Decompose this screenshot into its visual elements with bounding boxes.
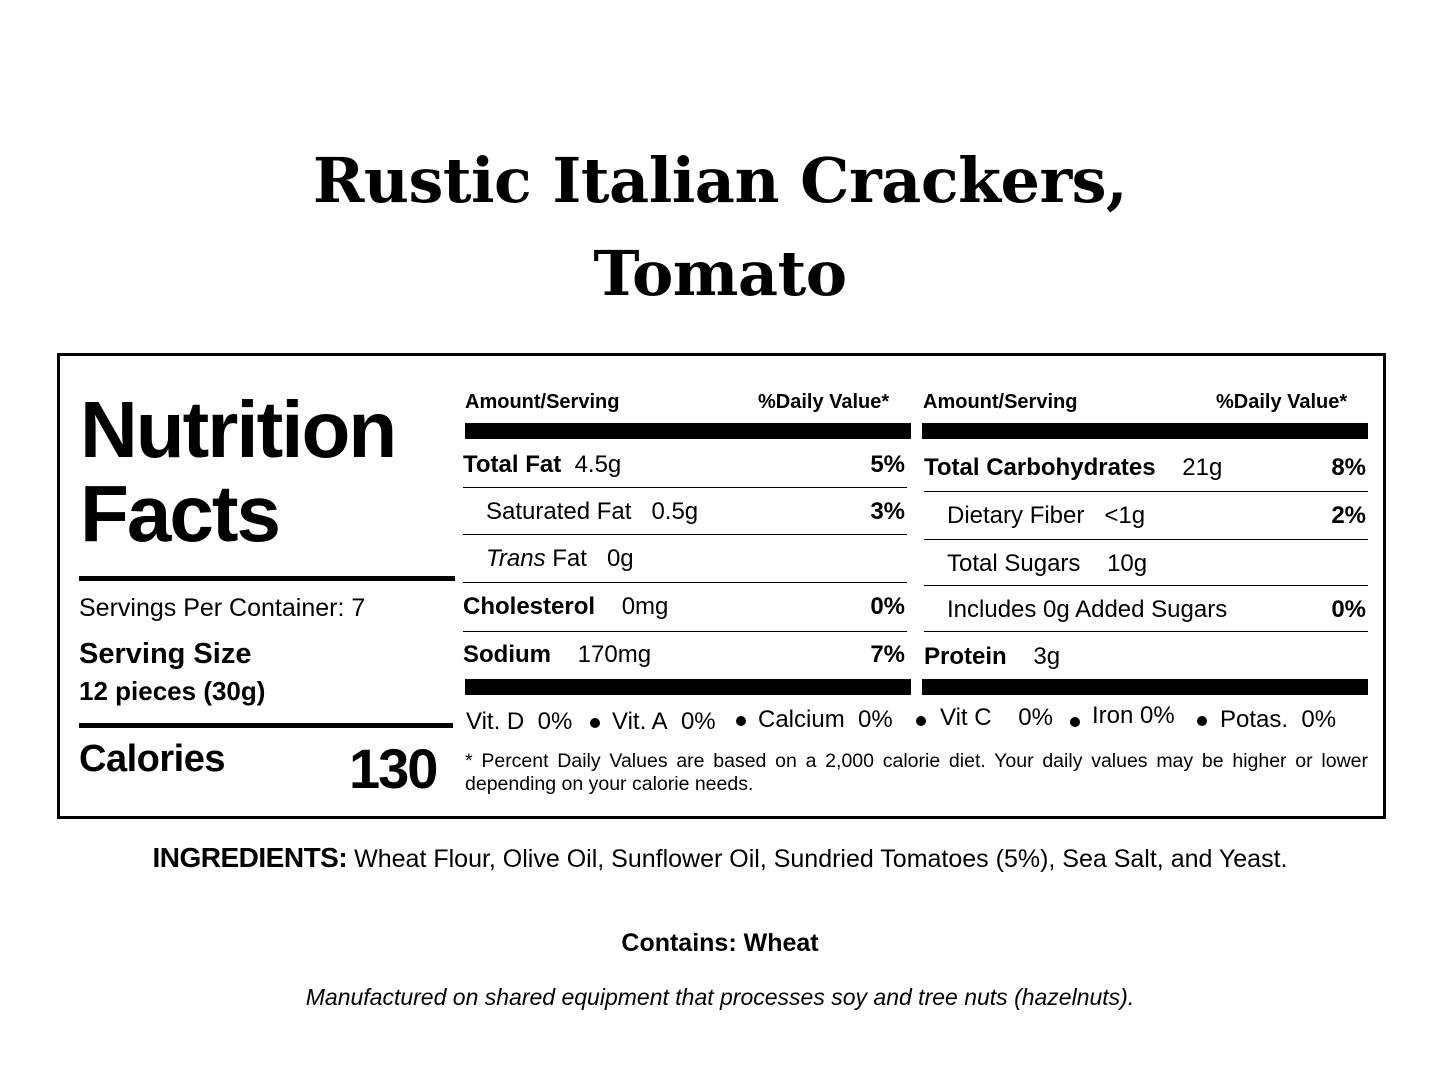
vitamin-item: Vit. A 0% bbox=[612, 708, 716, 735]
nutrient-name: Cholesterol bbox=[463, 593, 596, 620]
nutrient-name: Saturated Fat bbox=[486, 498, 632, 525]
nutrient-name: Sodium bbox=[463, 641, 551, 668]
nutrient-amount: 170mg bbox=[577, 641, 652, 668]
vitamin-item: Vit C 0% bbox=[940, 704, 1053, 731]
row-divider bbox=[463, 631, 907, 632]
nutrient-row-cholesterol: Cholesterol 0mg bbox=[463, 593, 668, 621]
row-divider bbox=[924, 539, 1368, 540]
divider-bar bbox=[465, 423, 911, 439]
vitamin-item: Potas. 0% bbox=[1220, 706, 1337, 733]
nutrition-heading: Nutrition bbox=[80, 385, 397, 474]
daily-value: 2% bbox=[1331, 502, 1366, 529]
row-divider bbox=[924, 491, 1368, 492]
nutrient-row-total-carbohydrates: Total Carbohydrates 21g bbox=[924, 454, 1222, 482]
nutrient-name: Fat bbox=[552, 545, 587, 572]
facts-heading: Facts bbox=[80, 469, 281, 558]
nutrient-row-sodium: Sodium 170mg bbox=[463, 641, 651, 669]
nutrient-name: Total Sugars bbox=[947, 550, 1081, 577]
product-title-line1: Rustic Italian Crackers, bbox=[312, 144, 1128, 217]
nutrient-amount: 0g bbox=[606, 545, 634, 572]
allergen-contains: Contains: Wheat bbox=[621, 929, 819, 957]
nutrient-name: Total Fat bbox=[463, 451, 562, 478]
row-divider bbox=[463, 487, 907, 488]
nutrient-name: Protein bbox=[924, 643, 1007, 670]
nutrient-amount: 3g bbox=[1033, 643, 1061, 670]
bullet-dot bbox=[736, 716, 746, 726]
product-title-line2: Tomato bbox=[593, 237, 847, 310]
servings-per-container: Servings Per Container: 7 bbox=[79, 594, 366, 622]
nutrient-row-trans-fat: Trans Fat 0g bbox=[486, 545, 634, 573]
ingredients-text: Wheat Flour, Olive Oil, Sunflower Oil, S… bbox=[354, 845, 1288, 873]
nutrient-amount: 0mg bbox=[621, 593, 669, 620]
nutrient-row-protein: Protein 3g bbox=[924, 643, 1060, 671]
ingredients-label: INGREDIENTS: bbox=[152, 842, 348, 873]
nutrient-name: Includes 0g Added Sugars bbox=[947, 596, 1228, 623]
daily-value: 8% bbox=[1331, 454, 1366, 481]
nutrient-name: Dietary Fiber bbox=[947, 502, 1085, 529]
vitamin-item: Calcium 0% bbox=[758, 706, 893, 733]
divider-thick bbox=[79, 723, 453, 728]
row-divider bbox=[924, 585, 1368, 586]
nutrient-amount: <1g bbox=[1104, 502, 1146, 529]
daily-value: 5% bbox=[870, 451, 905, 478]
nutrient-row-total-fat: Total Fat 4.5g bbox=[463, 451, 621, 479]
nutrient-name: Total Carbohydrates bbox=[924, 454, 1156, 481]
divider-bar bbox=[922, 423, 1368, 439]
nutrient-amount: 0.5g bbox=[651, 498, 699, 525]
calories-label: Calories bbox=[79, 738, 225, 780]
serving-size-value: 12 pieces (30g) bbox=[79, 676, 266, 706]
nutrient-row-dietary-fiber: Dietary Fiber <1g bbox=[947, 502, 1145, 530]
nutrient-row-saturated-fat: Saturated Fat 0.5g bbox=[486, 498, 698, 526]
row-divider bbox=[924, 631, 1368, 632]
manufacturing-notice: Manufactured on shared equipment that pr… bbox=[305, 984, 1135, 1010]
nutrient-amount: 4.5g bbox=[574, 451, 622, 478]
nutrient-amount: 10g bbox=[1107, 550, 1148, 577]
daily-value: 3% bbox=[870, 498, 905, 525]
daily-value: 0% bbox=[870, 593, 905, 620]
row-divider bbox=[463, 582, 907, 583]
vitamin-item: Iron 0% bbox=[1092, 702, 1175, 729]
vitamin-item: Vit. D 0% bbox=[466, 708, 573, 735]
nutrient-name-italic: Trans bbox=[486, 545, 546, 572]
daily-value: 7% bbox=[870, 641, 905, 668]
nutrient-amount: 21g bbox=[1182, 454, 1223, 481]
divider-thick bbox=[79, 576, 455, 581]
bullet-dot bbox=[1070, 717, 1080, 727]
daily-value: 0% bbox=[1331, 596, 1366, 623]
calories-value: 130 bbox=[349, 737, 438, 800]
daily-value-header: %Daily Value* bbox=[758, 391, 890, 413]
nutrition-facts-panel: Nutrition Facts Servings Per Container: … bbox=[57, 353, 1386, 819]
divider-bar bbox=[922, 679, 1368, 695]
divider-bar bbox=[465, 679, 911, 695]
bullet-dot bbox=[1197, 716, 1207, 726]
amount-serving-header: Amount/Serving bbox=[465, 391, 620, 413]
bullet-dot bbox=[590, 718, 600, 728]
daily-value-footnote: * Percent Daily Values are based on a 2,… bbox=[465, 750, 1368, 795]
amount-serving-header: Amount/Serving bbox=[923, 391, 1078, 413]
row-divider bbox=[463, 534, 907, 535]
ingredients-line: INGREDIENTS: Wheat Flour, Olive Oil, Sun… bbox=[0, 842, 1440, 874]
nutrient-row-total-sugars: Total Sugars 10g bbox=[947, 550, 1147, 578]
daily-value-header: %Daily Value* bbox=[1216, 391, 1348, 413]
serving-size-label: Serving Size bbox=[79, 638, 252, 670]
bullet-dot bbox=[916, 716, 926, 726]
nutrient-row-added-sugars: Includes 0g Added Sugars bbox=[947, 596, 1227, 624]
